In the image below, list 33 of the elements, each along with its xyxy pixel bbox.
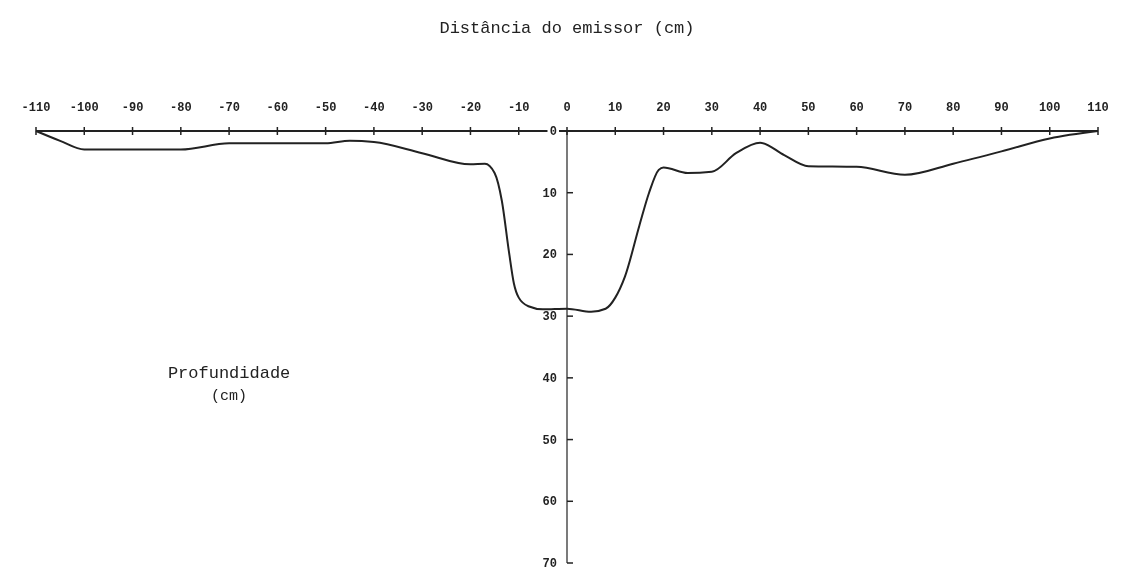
y-tick-label: 20 (542, 248, 557, 263)
x-tick-label: -10 (507, 101, 530, 115)
x-tick-label: -90 (121, 101, 144, 115)
x-tick-label: -60 (266, 101, 289, 115)
x-tick-label: 70 (897, 101, 913, 115)
y-tick-label: 30 (542, 310, 557, 325)
x-tick-label: -30 (411, 101, 433, 115)
x-tick-label: -70 (218, 101, 240, 115)
x-tick-label: -100 (69, 101, 99, 115)
y-axis-title: Profundidade (cm) (167, 363, 291, 405)
x-tick-label: 0 (563, 101, 571, 115)
y-tick-label: 70 (542, 557, 557, 571)
x-tick-label: -80 (170, 101, 192, 115)
x-tick-label: -110 (21, 101, 51, 115)
x-tick-label: 80 (945, 101, 961, 115)
y-tick-label: 40 (542, 371, 557, 386)
x-tick-label: 100 (1038, 101, 1061, 115)
y-tick-label: 60 (542, 495, 557, 510)
x-tick-label: 110 (1087, 101, 1109, 115)
x-tick-label: 20 (656, 101, 671, 115)
x-tick-label: -40 (363, 101, 385, 115)
y-tick-label: 50 (542, 433, 557, 448)
x-tick-label: -20 (459, 101, 482, 115)
x-axis-title: Distância do emissor (cm) (439, 19, 695, 38)
x-tick-label: -50 (314, 101, 337, 115)
x-tick-label: 40 (752, 101, 768, 115)
y-tick-label: 10 (542, 186, 557, 201)
x-tick-label: 90 (994, 101, 1009, 115)
x-tick-label: 60 (849, 101, 864, 115)
x-tick-label: 50 (801, 101, 816, 115)
x-tick-label: 30 (704, 101, 720, 115)
y-tick-label: 0 (549, 125, 557, 139)
x-tick-label: 10 (608, 101, 623, 115)
